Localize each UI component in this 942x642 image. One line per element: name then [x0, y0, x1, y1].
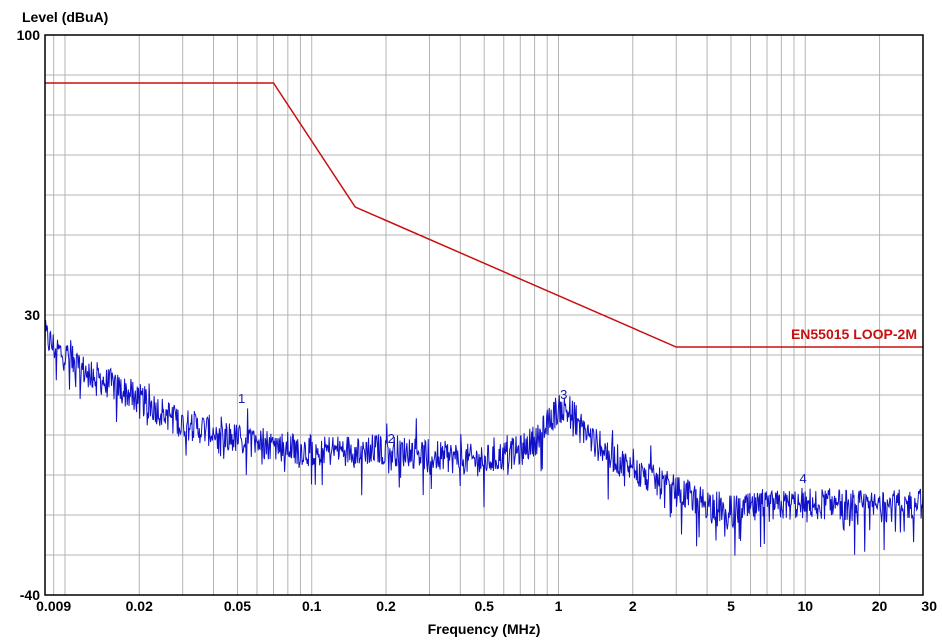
x-tick-label: 30 — [921, 598, 937, 614]
peak-marker-label: 3 — [560, 387, 567, 402]
x-tick-label: 0.05 — [224, 598, 251, 614]
y-axis-label: Level (dBuA) — [22, 9, 108, 25]
x-axis-label: Frequency (MHz) — [428, 621, 541, 637]
x-tick-label: 5 — [727, 598, 735, 614]
measurement-trace — [44, 319, 924, 556]
x-tick-label: 1 — [555, 598, 563, 614]
peak-marker-label: 4 — [799, 471, 806, 486]
x-tick-label: 10 — [797, 598, 813, 614]
series-layer — [44, 82, 924, 556]
peak-marker-label: 1 — [238, 391, 245, 406]
x-tick-label: 0.5 — [474, 598, 494, 614]
y-tick-label: -40 — [20, 587, 40, 603]
limit-line — [45, 82, 923, 348]
plot-frame — [44, 34, 924, 596]
x-tick-label: 0.02 — [126, 598, 153, 614]
peak-marker-label: 2 — [388, 431, 395, 446]
y-tick-label: 100 — [17, 27, 41, 43]
x-tick-label: 20 — [872, 598, 888, 614]
x-tick-label: 0.1 — [302, 598, 322, 614]
y-tick-labels: 100 30 -40 — [17, 27, 41, 603]
x-tick-labels: 0.009 0.02 0.05 0.1 0.2 0.5 1 2 5 10 20 30 — [36, 598, 937, 614]
x-tick-label: 0.009 — [36, 598, 71, 614]
limit-line-label: EN55015 LOOP-2M — [791, 326, 917, 342]
grid — [45, 35, 923, 595]
x-tick-label: 2 — [629, 598, 637, 614]
x-tick-label: 0.2 — [376, 598, 396, 614]
y-tick-label: 30 — [24, 307, 40, 323]
peak-markers: 1 2 3 4 — [238, 387, 807, 486]
